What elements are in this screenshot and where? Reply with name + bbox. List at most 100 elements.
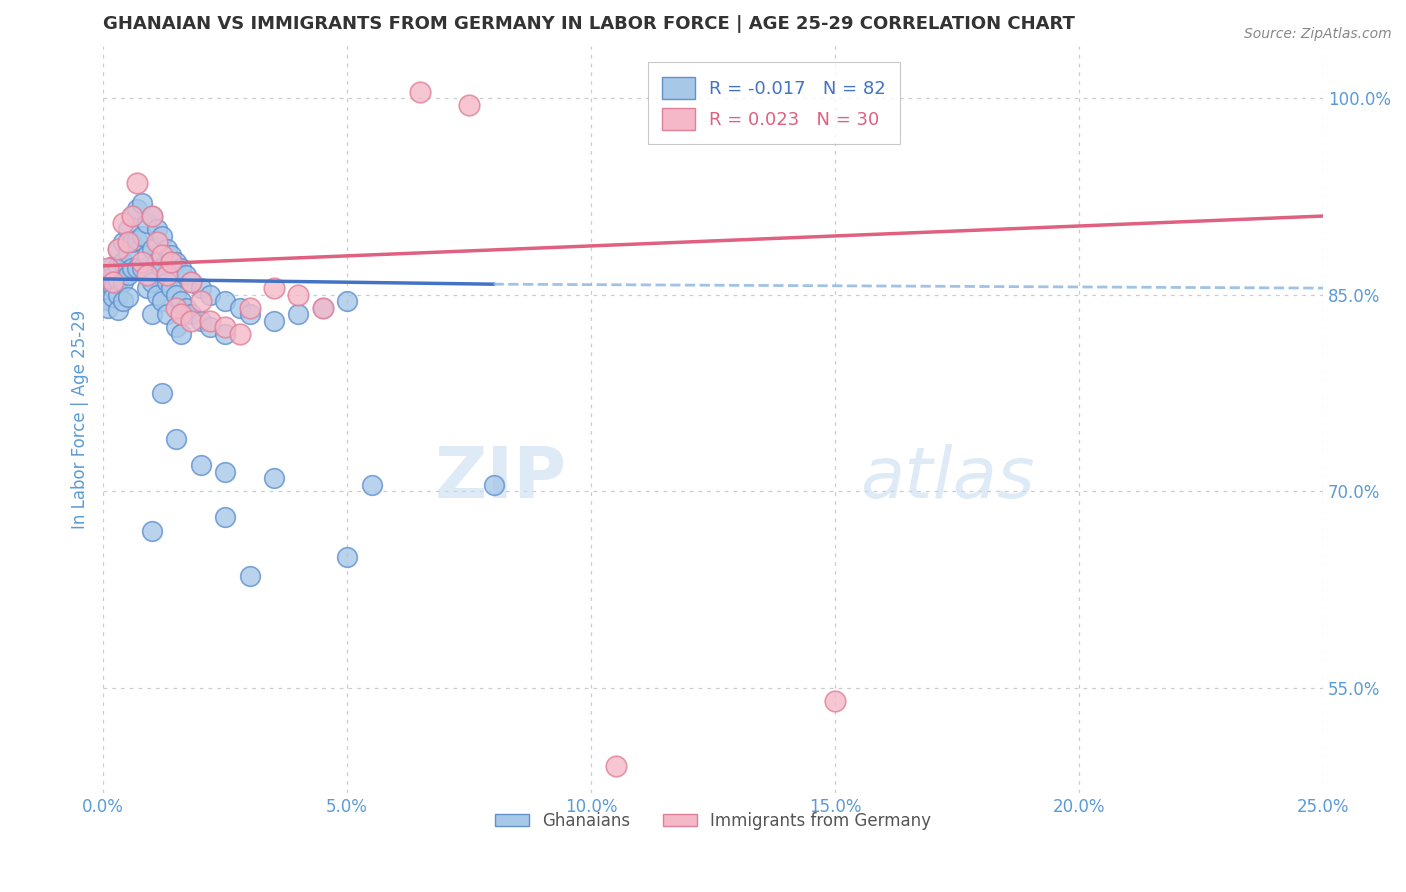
- Point: [360, 477, 382, 491]
- Point: [107, 287, 129, 301]
- Point: [287, 307, 309, 321]
- Point: [263, 314, 285, 328]
- Point: [121, 261, 143, 276]
- Point: [165, 432, 187, 446]
- Point: [146, 255, 169, 269]
- Point: [238, 301, 260, 315]
- Legend: Ghanaians, Immigrants from Germany: Ghanaians, Immigrants from Germany: [488, 805, 938, 837]
- Point: [190, 314, 212, 328]
- Point: [263, 281, 285, 295]
- Point: [170, 261, 193, 276]
- Point: [97, 293, 120, 307]
- Point: [200, 287, 222, 301]
- Point: [97, 285, 120, 299]
- Point: [131, 261, 153, 276]
- Point: [229, 326, 252, 341]
- Point: [107, 303, 129, 318]
- Point: [160, 281, 183, 295]
- Point: [150, 294, 173, 309]
- Point: [107, 242, 129, 256]
- Point: [141, 524, 163, 538]
- Point: [263, 471, 285, 485]
- Point: [180, 307, 202, 321]
- Point: [117, 268, 139, 282]
- Point: [117, 222, 139, 236]
- Point: [409, 85, 432, 99]
- Point: [165, 287, 187, 301]
- Point: [214, 294, 236, 309]
- Point: [336, 294, 359, 309]
- Point: [180, 275, 202, 289]
- Text: Source: ZipAtlas.com: Source: ZipAtlas.com: [1244, 27, 1392, 41]
- Point: [101, 281, 124, 295]
- Point: [229, 301, 252, 315]
- Point: [117, 290, 139, 304]
- Point: [111, 294, 134, 309]
- Point: [136, 216, 159, 230]
- Point: [141, 275, 163, 289]
- Point: [136, 248, 159, 262]
- Point: [117, 245, 139, 260]
- Point: [131, 255, 153, 269]
- Point: [214, 326, 236, 341]
- Point: [200, 314, 222, 328]
- Point: [146, 235, 169, 250]
- Point: [101, 259, 124, 273]
- Point: [155, 268, 177, 282]
- Point: [107, 242, 129, 256]
- Point: [190, 281, 212, 295]
- Point: [155, 242, 177, 256]
- Point: [180, 275, 202, 289]
- Point: [97, 261, 120, 276]
- Point: [150, 261, 173, 276]
- Point: [111, 275, 134, 289]
- Point: [214, 320, 236, 334]
- Point: [155, 275, 177, 289]
- Point: [131, 195, 153, 210]
- Point: [150, 248, 173, 262]
- Point: [238, 569, 260, 583]
- Point: [141, 209, 163, 223]
- Point: [165, 255, 187, 269]
- Point: [146, 222, 169, 236]
- Point: [111, 216, 134, 230]
- Point: [482, 477, 505, 491]
- Point: [127, 233, 149, 247]
- Point: [287, 287, 309, 301]
- Point: [155, 307, 177, 321]
- Point: [107, 259, 129, 273]
- Point: [150, 386, 173, 401]
- Point: [111, 255, 134, 269]
- Point: [107, 273, 129, 287]
- Point: [170, 307, 193, 321]
- Point: [121, 209, 143, 223]
- Point: [174, 268, 197, 282]
- Point: [97, 301, 120, 315]
- Point: [458, 97, 481, 112]
- Point: [160, 255, 183, 269]
- Point: [190, 458, 212, 472]
- Point: [605, 759, 627, 773]
- Point: [131, 228, 153, 243]
- Point: [312, 301, 335, 315]
- Point: [141, 209, 163, 223]
- Point: [160, 248, 183, 262]
- Point: [190, 294, 212, 309]
- Point: [121, 209, 143, 223]
- Point: [238, 307, 260, 321]
- Point: [146, 287, 169, 301]
- Point: [200, 320, 222, 334]
- Point: [141, 307, 163, 321]
- Text: GHANAIAN VS IMMIGRANTS FROM GERMANY IN LABOR FORCE | AGE 25-29 CORRELATION CHART: GHANAIAN VS IMMIGRANTS FROM GERMANY IN L…: [103, 15, 1076, 33]
- Point: [136, 268, 159, 282]
- Point: [214, 465, 236, 479]
- Text: atlas: atlas: [859, 444, 1035, 514]
- Point: [101, 275, 124, 289]
- Point: [180, 314, 202, 328]
- Point: [121, 235, 143, 250]
- Point: [111, 235, 134, 250]
- Point: [136, 281, 159, 295]
- Point: [127, 202, 149, 217]
- Point: [174, 301, 197, 315]
- Text: ZIP: ZIP: [434, 444, 567, 514]
